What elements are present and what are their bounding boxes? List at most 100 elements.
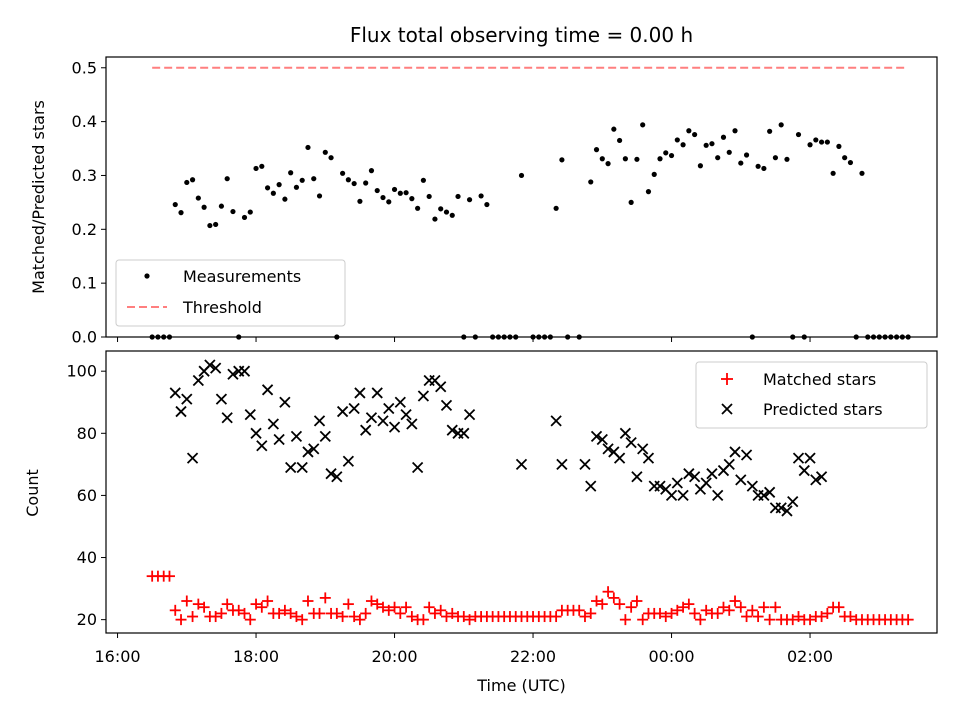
ratio-y-tick-label: 0.1 [72, 274, 97, 293]
matched-point [175, 614, 187, 626]
predicted-point [221, 412, 233, 424]
measurement-point [778, 122, 784, 128]
measurement-point [680, 142, 686, 148]
matched-point [666, 607, 678, 619]
matched-point [394, 607, 406, 619]
measurement-point [259, 163, 265, 169]
predicted-point [175, 405, 187, 418]
predicted-point [585, 480, 597, 492]
matched-point [256, 601, 268, 613]
count-x-tick-label: 02:00 [787, 647, 833, 666]
matched-point [187, 611, 199, 623]
predicted-point [723, 458, 735, 470]
count-x-tick-label: 22:00 [510, 647, 556, 666]
count-marks [146, 359, 914, 626]
measurement-point [397, 190, 403, 196]
matched-point [435, 604, 447, 616]
count-legend-box [695, 361, 928, 429]
count-y-axis-label: Count [23, 469, 42, 517]
measurement-point [651, 171, 657, 177]
matched-point [596, 598, 608, 610]
matched-point [302, 595, 314, 607]
predicted-point [181, 393, 193, 405]
measurement-point [813, 137, 819, 143]
matched-point [290, 611, 302, 623]
predicted-point [677, 489, 689, 502]
count-x-ticks: 16:00 18:00 20:00 22:00 00:00 02:00 [94, 633, 833, 666]
measurement-point [201, 204, 207, 210]
matched-point [250, 598, 262, 610]
measurement-point [553, 205, 559, 211]
count-y-tick-label: 40 [77, 548, 97, 567]
measurement-point [403, 190, 409, 196]
matched-point [331, 607, 343, 619]
matched-point [365, 595, 377, 607]
measurement-point [593, 147, 600, 153]
matched-point [735, 601, 747, 613]
predicted-point [758, 489, 770, 502]
count-x-axis-label: Time (UTC) [476, 676, 565, 695]
measurement-point [391, 186, 398, 193]
predicted-point [735, 474, 747, 486]
measurement-point [559, 157, 565, 163]
measurement-point [207, 222, 213, 229]
predicted-point [377, 415, 389, 427]
measurement-point [288, 170, 294, 176]
legend-measurements-marker [144, 273, 150, 279]
measurement-point [484, 201, 490, 208]
predicted-point [764, 486, 776, 498]
predicted-point [186, 452, 199, 464]
matched-point [602, 586, 614, 598]
predicted-point [463, 409, 476, 421]
predicted-point [250, 427, 262, 439]
predicted-point [590, 430, 603, 443]
measurement-point [415, 205, 421, 211]
measurement-point [466, 197, 473, 203]
measurement-point [726, 149, 732, 155]
matched-point [163, 570, 175, 582]
matched-point [821, 607, 833, 619]
predicted-point [290, 430, 303, 443]
predicted-point [227, 368, 239, 380]
measurement-point [438, 206, 444, 212]
matched-point [198, 601, 210, 613]
matched-point [660, 611, 672, 623]
matched-point [383, 604, 395, 616]
measurement-point [674, 137, 680, 143]
matched-point [764, 614, 776, 626]
measurement-point [703, 142, 709, 148]
matched-point [210, 611, 222, 623]
predicted-point [169, 387, 181, 399]
measurement-point [368, 168, 375, 174]
matched-point [729, 595, 741, 607]
predicted-point [383, 402, 395, 415]
predicted-point [798, 464, 810, 477]
count-x-tick-label: 20:00 [371, 647, 417, 666]
measurement-point [443, 209, 450, 215]
predicted-point [342, 455, 355, 467]
matched-point [637, 614, 649, 626]
matched-point [233, 604, 245, 616]
matched-point [787, 614, 799, 626]
count-y-tick-label: 60 [77, 486, 97, 505]
predicted-point [775, 502, 787, 514]
predicted-point [458, 427, 470, 439]
measurement-point [842, 155, 848, 161]
measurement-point [743, 152, 750, 158]
measurement-point [270, 190, 276, 196]
measurement-point [818, 139, 825, 145]
predicted-point [336, 405, 349, 418]
matched-point [319, 592, 331, 604]
matched-point [608, 592, 620, 604]
measurement-point [478, 193, 484, 199]
predicted-point [515, 458, 528, 470]
predicted-point [348, 402, 360, 415]
legend-predicted-label: Predicted stars [763, 400, 883, 419]
measurement-point [449, 212, 455, 218]
matched-point [354, 614, 366, 626]
matched-point [746, 604, 758, 616]
measurement-point [859, 170, 865, 176]
matched-point [285, 607, 297, 619]
matched-point [550, 611, 562, 623]
